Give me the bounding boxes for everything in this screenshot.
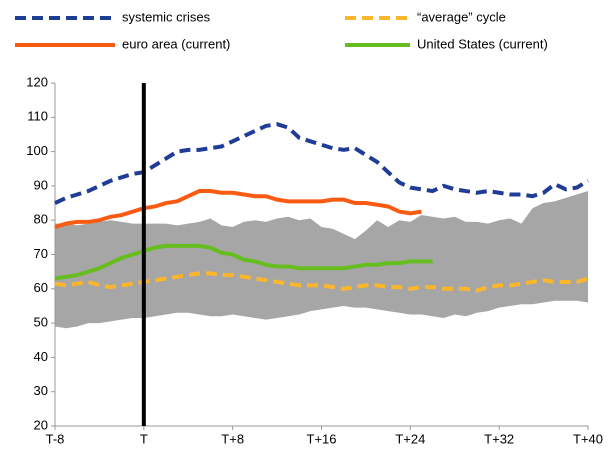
x-tick-label: T [140, 431, 148, 446]
x-tick-label: T+16 [307, 431, 337, 446]
legend-label: systemic crises [122, 9, 211, 24]
legend-label: “average” cycle [417, 9, 506, 24]
y-tick-label: 120 [26, 74, 48, 89]
series-line [54, 243, 433, 281]
legend-label: euro area (current) [122, 36, 230, 51]
x-tick-label: T+24 [395, 431, 425, 446]
x-tick-label: T+40 [573, 431, 603, 446]
range-band [55, 191, 588, 329]
y-tick-label: 30 [34, 383, 48, 398]
y-tick-label: 100 [26, 143, 48, 158]
y-tick-label: 60 [34, 280, 48, 295]
x-tick-label: T-8 [46, 431, 65, 446]
x-tick-label: T+8 [221, 431, 244, 446]
legend-label: United States (current) [417, 36, 548, 51]
series-line [54, 122, 590, 205]
series-line [54, 189, 422, 229]
y-tick-label: 20 [34, 417, 48, 432]
y-tick-label: 90 [34, 177, 48, 192]
y-tick-label: 110 [27, 109, 48, 124]
x-tick-label: T+32 [484, 431, 514, 446]
y-tick-label: 40 [34, 349, 48, 364]
y-tick-label: 50 [34, 315, 48, 330]
y-tick-label: 70 [34, 246, 48, 261]
y-tick-label: 80 [34, 212, 48, 227]
